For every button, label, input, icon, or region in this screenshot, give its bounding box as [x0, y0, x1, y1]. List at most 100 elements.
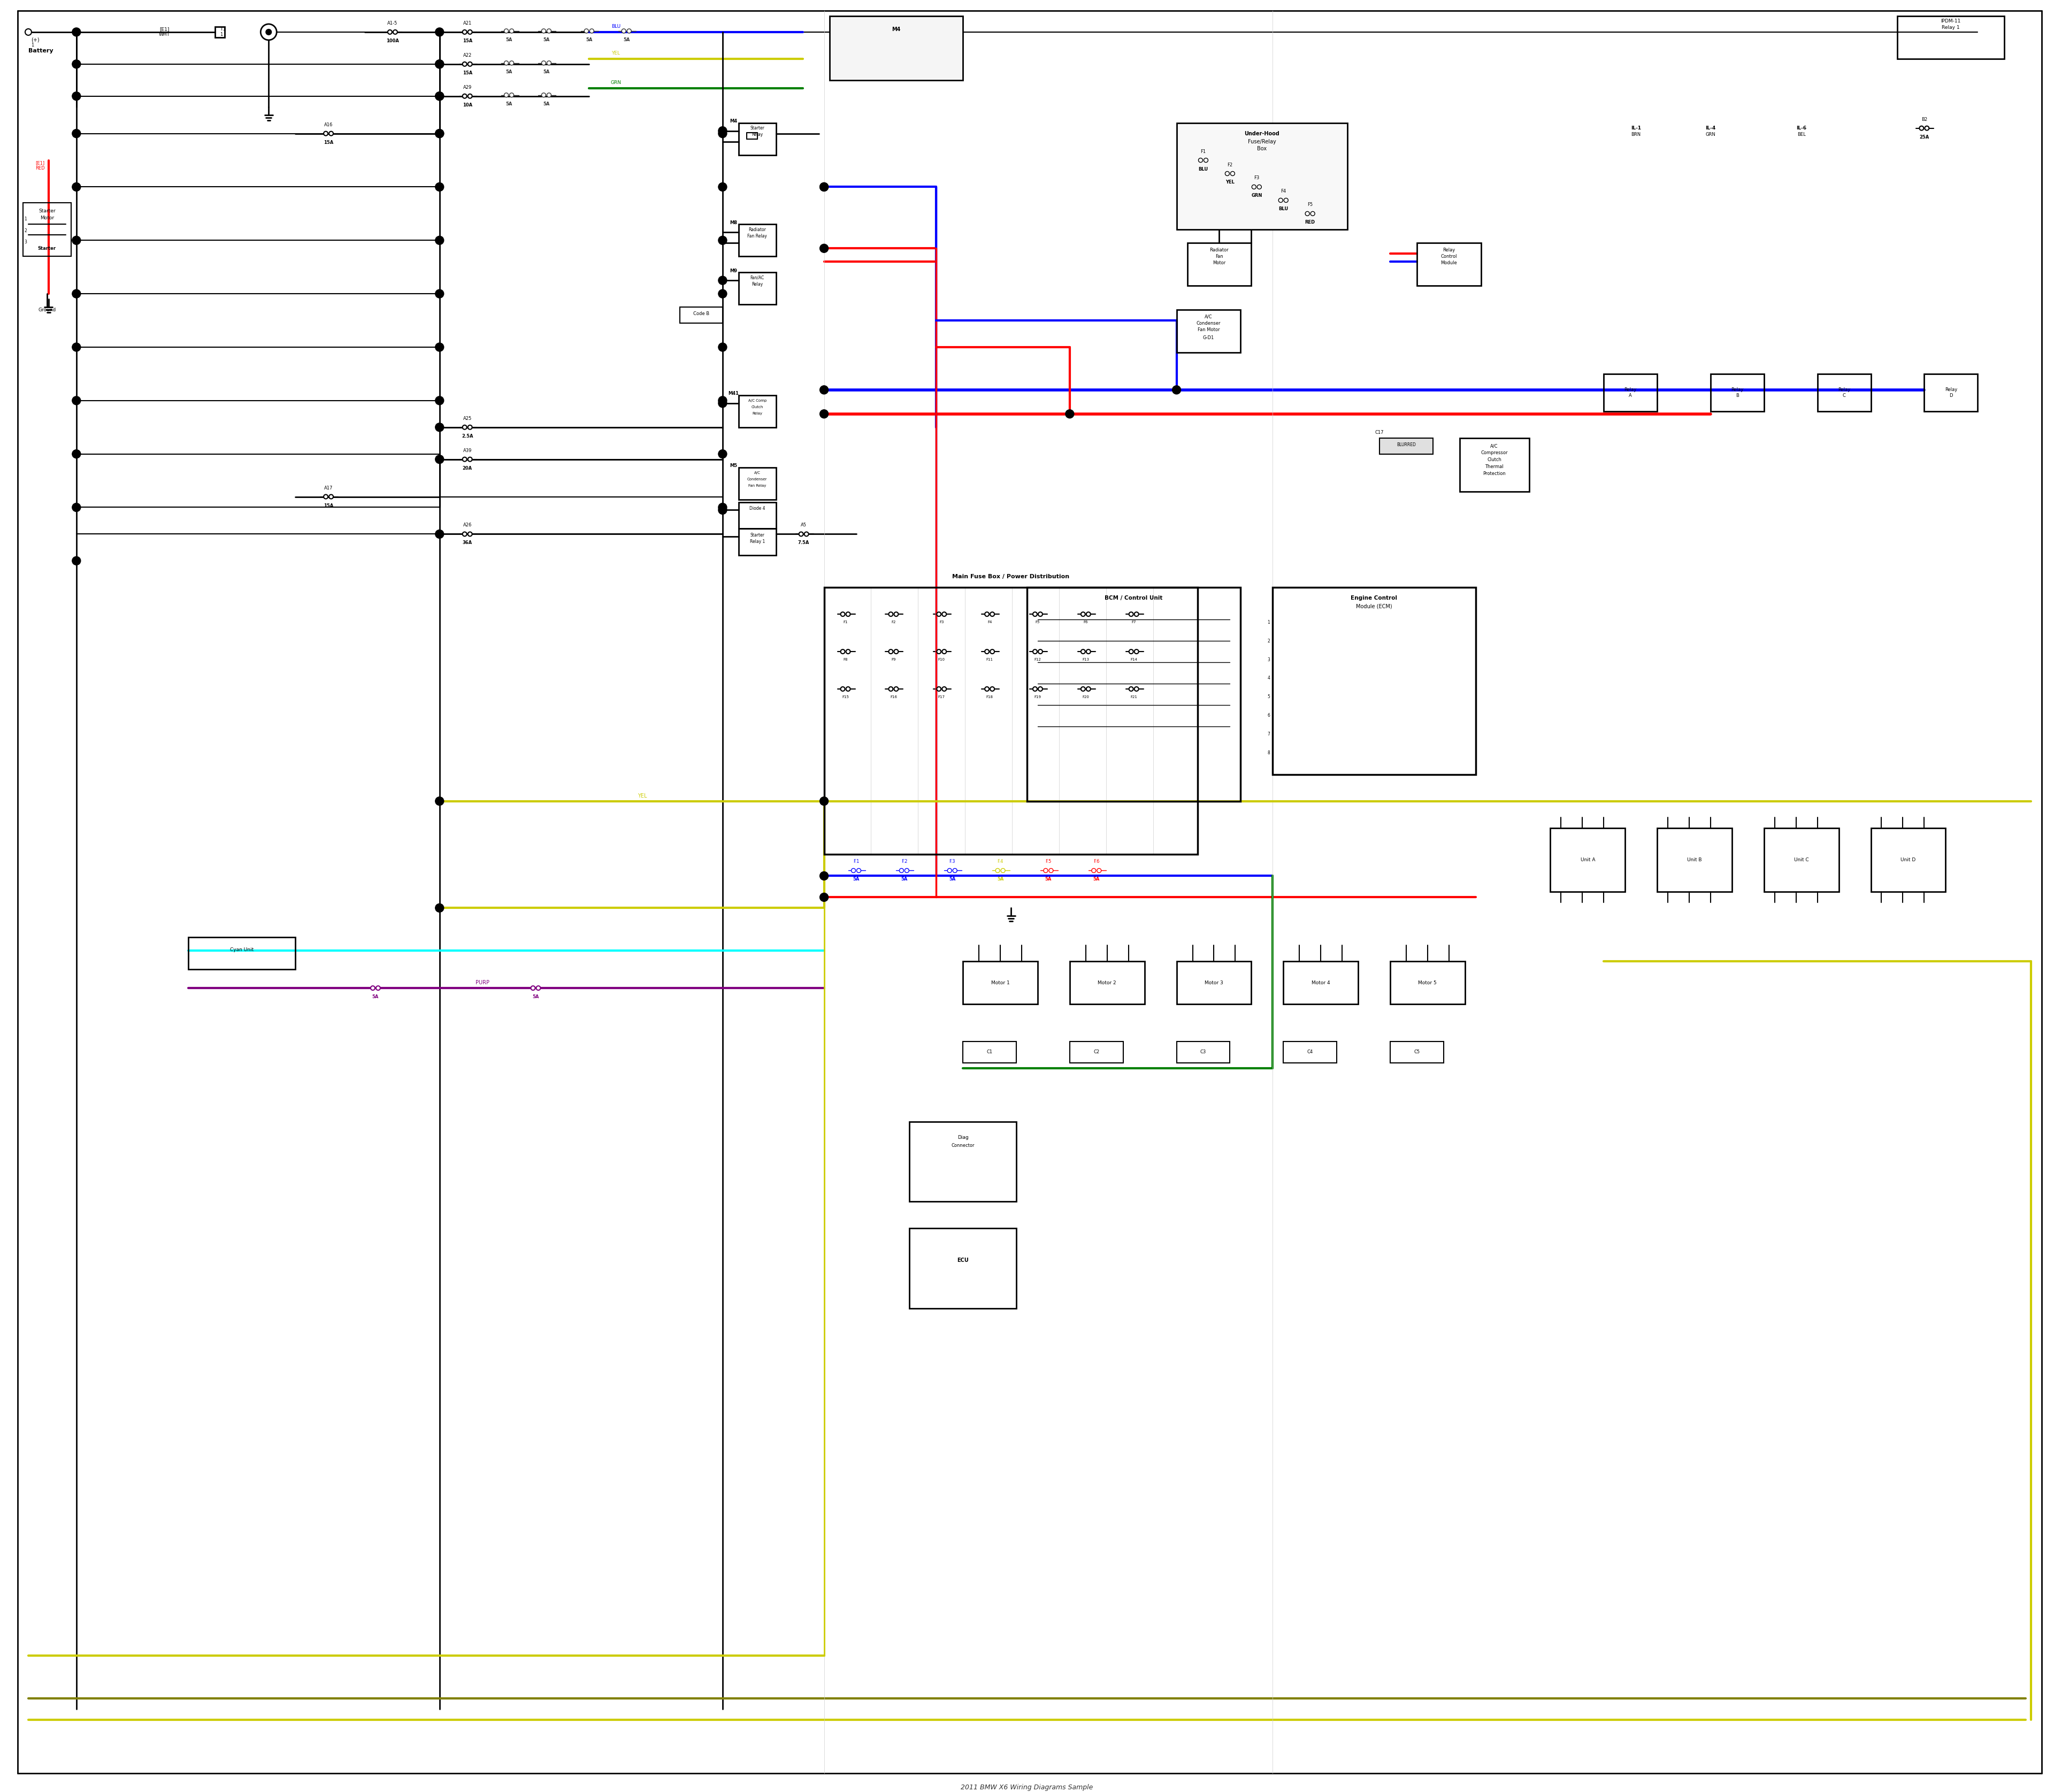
Text: 5A: 5A: [949, 876, 955, 882]
Circle shape: [820, 183, 828, 192]
Text: B2: B2: [1920, 116, 1927, 122]
Circle shape: [462, 30, 466, 34]
Text: Motor 4: Motor 4: [1310, 980, 1331, 986]
Circle shape: [72, 290, 80, 297]
Circle shape: [1304, 211, 1310, 215]
Circle shape: [984, 686, 990, 692]
Circle shape: [889, 686, 893, 692]
Circle shape: [388, 30, 392, 34]
Circle shape: [509, 61, 514, 65]
Text: 5A: 5A: [902, 876, 908, 882]
Text: F8: F8: [842, 658, 848, 661]
Circle shape: [435, 91, 444, 100]
Text: 15A: 15A: [462, 70, 472, 75]
Text: BEL: BEL: [1797, 133, 1805, 136]
Text: GRN: GRN: [610, 81, 620, 86]
Circle shape: [1130, 686, 1134, 692]
Bar: [216, 27, 224, 38]
Circle shape: [943, 686, 947, 692]
Text: Relay: Relay: [752, 133, 762, 136]
Text: Engine Control: Engine Control: [1352, 595, 1397, 600]
Circle shape: [719, 183, 727, 192]
Text: 4: 4: [1267, 676, 1269, 681]
Circle shape: [72, 396, 80, 405]
Text: 5A: 5A: [532, 995, 538, 1000]
Circle shape: [846, 613, 850, 616]
Text: A26: A26: [462, 523, 472, 527]
Text: GRN: GRN: [1251, 194, 1261, 199]
Bar: [189, 937, 296, 969]
Circle shape: [857, 869, 861, 873]
Bar: [1187, 244, 1251, 285]
Bar: [1871, 828, 1945, 892]
Text: 15A: 15A: [325, 504, 333, 507]
Text: Fan: Fan: [1216, 254, 1224, 258]
Circle shape: [1257, 185, 1261, 190]
Circle shape: [435, 129, 444, 138]
Bar: [1070, 1041, 1124, 1063]
Bar: [1273, 588, 1475, 774]
Circle shape: [468, 425, 472, 430]
Circle shape: [1033, 686, 1037, 692]
Circle shape: [462, 457, 466, 462]
Circle shape: [435, 27, 444, 36]
Text: 8: 8: [1267, 751, 1269, 756]
Bar: [1925, 375, 1978, 410]
Text: 10A: 10A: [462, 102, 472, 108]
Circle shape: [1130, 649, 1134, 654]
Text: Starter: Starter: [750, 125, 764, 131]
Text: 5A: 5A: [372, 995, 378, 1000]
Circle shape: [1224, 172, 1230, 176]
Bar: [739, 396, 776, 426]
Text: ECU: ECU: [957, 1258, 969, 1263]
Text: Motor 3: Motor 3: [1204, 980, 1224, 986]
Circle shape: [468, 532, 472, 536]
Text: 20A: 20A: [462, 466, 472, 471]
Circle shape: [435, 129, 444, 138]
Circle shape: [1173, 385, 1181, 394]
Text: F17: F17: [939, 695, 945, 699]
Text: F1: F1: [842, 620, 848, 624]
Circle shape: [1050, 869, 1054, 873]
Bar: [1177, 310, 1241, 353]
Circle shape: [1134, 686, 1138, 692]
Circle shape: [947, 869, 951, 873]
Circle shape: [435, 423, 444, 432]
Text: F4: F4: [1280, 190, 1286, 194]
Circle shape: [265, 29, 271, 34]
Circle shape: [953, 869, 957, 873]
Bar: [1604, 375, 1658, 410]
Text: IL-6: IL-6: [1797, 125, 1805, 131]
Circle shape: [1080, 649, 1085, 654]
Text: Thermal: Thermal: [1485, 464, 1504, 470]
Text: A/C: A/C: [754, 471, 760, 475]
Circle shape: [25, 29, 31, 36]
Bar: [1417, 244, 1481, 285]
Circle shape: [1080, 686, 1085, 692]
Text: Control: Control: [1440, 254, 1456, 258]
Text: Cyan Unit: Cyan Unit: [230, 948, 255, 952]
Text: A25: A25: [462, 416, 472, 421]
Text: Box: Box: [1257, 145, 1267, 151]
Bar: [1177, 124, 1347, 229]
Text: Module: Module: [1440, 260, 1456, 265]
Circle shape: [1087, 649, 1091, 654]
Text: A1-5: A1-5: [388, 22, 398, 25]
Text: 5A: 5A: [505, 102, 511, 106]
Circle shape: [503, 29, 509, 32]
Circle shape: [462, 93, 466, 99]
Circle shape: [937, 686, 941, 692]
Circle shape: [1000, 869, 1004, 873]
Circle shape: [889, 649, 893, 654]
Circle shape: [376, 986, 380, 991]
Text: C2: C2: [1093, 1050, 1099, 1054]
Text: M9: M9: [729, 269, 737, 272]
Circle shape: [719, 127, 727, 134]
Text: Fan Relay: Fan Relay: [748, 484, 766, 487]
Text: 1: 1: [25, 217, 27, 222]
Text: Under-Hood: Under-Hood: [1245, 131, 1280, 136]
Circle shape: [850, 869, 857, 873]
Text: Motor 5: Motor 5: [1417, 980, 1438, 986]
Circle shape: [325, 495, 329, 498]
Text: 5A: 5A: [622, 38, 631, 43]
